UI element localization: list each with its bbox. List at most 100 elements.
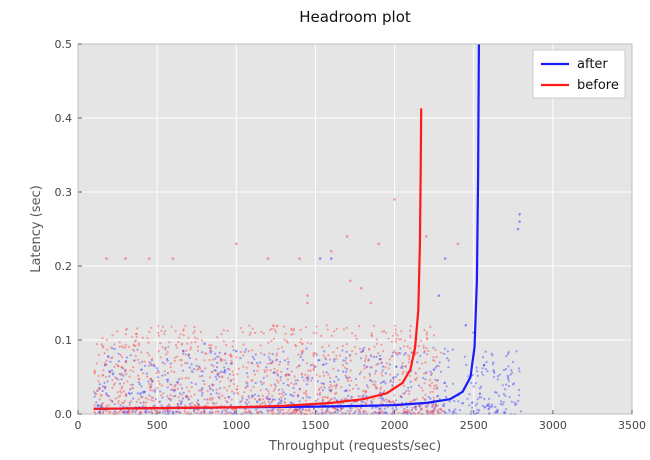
after-scatter-point	[164, 346, 167, 350]
after-scatter-point	[166, 380, 169, 383]
after-scatter-point	[115, 377, 118, 380]
after-scatter-point	[490, 403, 493, 406]
before-scatter-point	[282, 394, 285, 397]
after-scatter-point	[273, 371, 276, 375]
after-scatter-point	[105, 393, 108, 396]
after-scatter-point	[107, 395, 111, 398]
before-scatter-point	[228, 354, 231, 357]
before-scatter-point	[359, 410, 362, 413]
before-scatter-point	[174, 330, 177, 333]
after-scatter-point	[109, 370, 112, 373]
after-scatter-point	[436, 387, 439, 390]
before-scatter-point	[117, 365, 120, 368]
plot-background	[78, 44, 632, 414]
before-scatter-point	[334, 392, 337, 395]
before-scatter-point	[132, 348, 135, 351]
after-scatter-point	[176, 402, 179, 406]
after-scatter-point	[283, 359, 287, 362]
before-scatter-point	[258, 411, 261, 414]
after-scatter-point	[435, 404, 438, 407]
before-scatter-point	[93, 410, 96, 413]
after-scatter-point	[178, 392, 182, 395]
after-scatter-point	[430, 373, 433, 376]
before-scatter-point	[281, 388, 284, 391]
after-scatter-point	[336, 408, 339, 411]
after-scatter-point	[259, 410, 262, 413]
before-scatter-point	[260, 330, 263, 333]
before-scatter-point	[120, 345, 124, 348]
after-scatter-point	[432, 368, 435, 371]
before-scatter-point	[95, 362, 98, 365]
after-scatter-point	[246, 411, 249, 414]
before-scatter-point	[147, 398, 150, 401]
after-scatter-point	[470, 381, 473, 384]
after-scatter-point	[427, 396, 430, 399]
after-scatter-point	[267, 356, 270, 359]
after-scatter-point	[463, 355, 466, 358]
before-scatter-point	[240, 399, 243, 402]
after-scatter-point	[228, 373, 231, 376]
before-scatter-point	[411, 411, 415, 414]
after-scatter-point	[377, 362, 380, 365]
after-scatter-point	[210, 350, 213, 353]
after-scatter-point	[442, 404, 445, 408]
before-scatter-point	[312, 364, 315, 367]
before-scatter-point	[187, 354, 190, 357]
after-scatter-point	[481, 367, 484, 370]
before-scatter-point	[375, 338, 378, 341]
after-scatter-point	[419, 408, 422, 411]
before-scatter-point	[250, 389, 253, 392]
after-scatter-point	[95, 401, 98, 404]
after-scatter-point	[208, 384, 211, 388]
before-scatter-point	[292, 411, 295, 414]
before-scatter-point	[149, 389, 152, 392]
after-scatter-point	[468, 404, 471, 407]
before-scatter-point	[251, 362, 254, 365]
after-scatter-point	[261, 411, 264, 414]
before-scatter-point	[244, 411, 247, 414]
before-scatter-point	[186, 386, 189, 389]
after-scatter-point	[391, 384, 394, 387]
before-scatter-point	[269, 398, 272, 401]
before-scatter-point	[134, 354, 137, 357]
before-scatter-point	[393, 324, 396, 327]
after-scatter-point	[443, 347, 446, 350]
after-scatter-point	[323, 386, 326, 389]
before-scatter-point	[319, 391, 322, 394]
after-scatter-point	[345, 388, 348, 391]
before-scatter-point	[161, 325, 165, 328]
after-scatter-point	[494, 405, 497, 408]
after-scatter-point	[371, 406, 374, 410]
after-scatter-point	[279, 360, 282, 363]
after-scatter-point	[101, 389, 104, 393]
after-scatter-point	[487, 402, 490, 405]
after-scatter-point	[325, 371, 328, 374]
before-scatter-point	[150, 409, 153, 412]
before-scatter-point	[126, 380, 129, 383]
before-scatter-point	[169, 366, 172, 369]
before-scatter-point	[221, 376, 224, 379]
after-scatter-point	[215, 378, 218, 381]
before-scatter-point	[202, 410, 206, 413]
after-scatter-point	[366, 384, 369, 387]
after-scatter-point	[217, 373, 220, 376]
after-scatter-point	[206, 398, 209, 401]
after-scatter-point	[265, 366, 268, 369]
before-scatter-point	[364, 401, 368, 405]
after-scatter-point	[370, 402, 373, 405]
before-scatter-point	[398, 378, 401, 382]
after-scatter-point	[487, 408, 490, 411]
before-scatter-point	[248, 324, 251, 327]
before-scatter-point	[187, 336, 190, 339]
before-scatter-point	[130, 387, 133, 390]
before-scatter-point	[327, 410, 330, 413]
after-scatter-point	[196, 408, 199, 411]
before-scatter-point	[270, 339, 273, 343]
before-scatter-point	[200, 339, 204, 342]
before-scatter-point	[408, 355, 411, 358]
after-scatter-point	[200, 351, 203, 354]
before-scatter-point	[182, 334, 185, 337]
after-scatter-point	[307, 377, 310, 380]
before-scatter-point	[351, 350, 354, 353]
before-scatter-point	[275, 354, 278, 357]
